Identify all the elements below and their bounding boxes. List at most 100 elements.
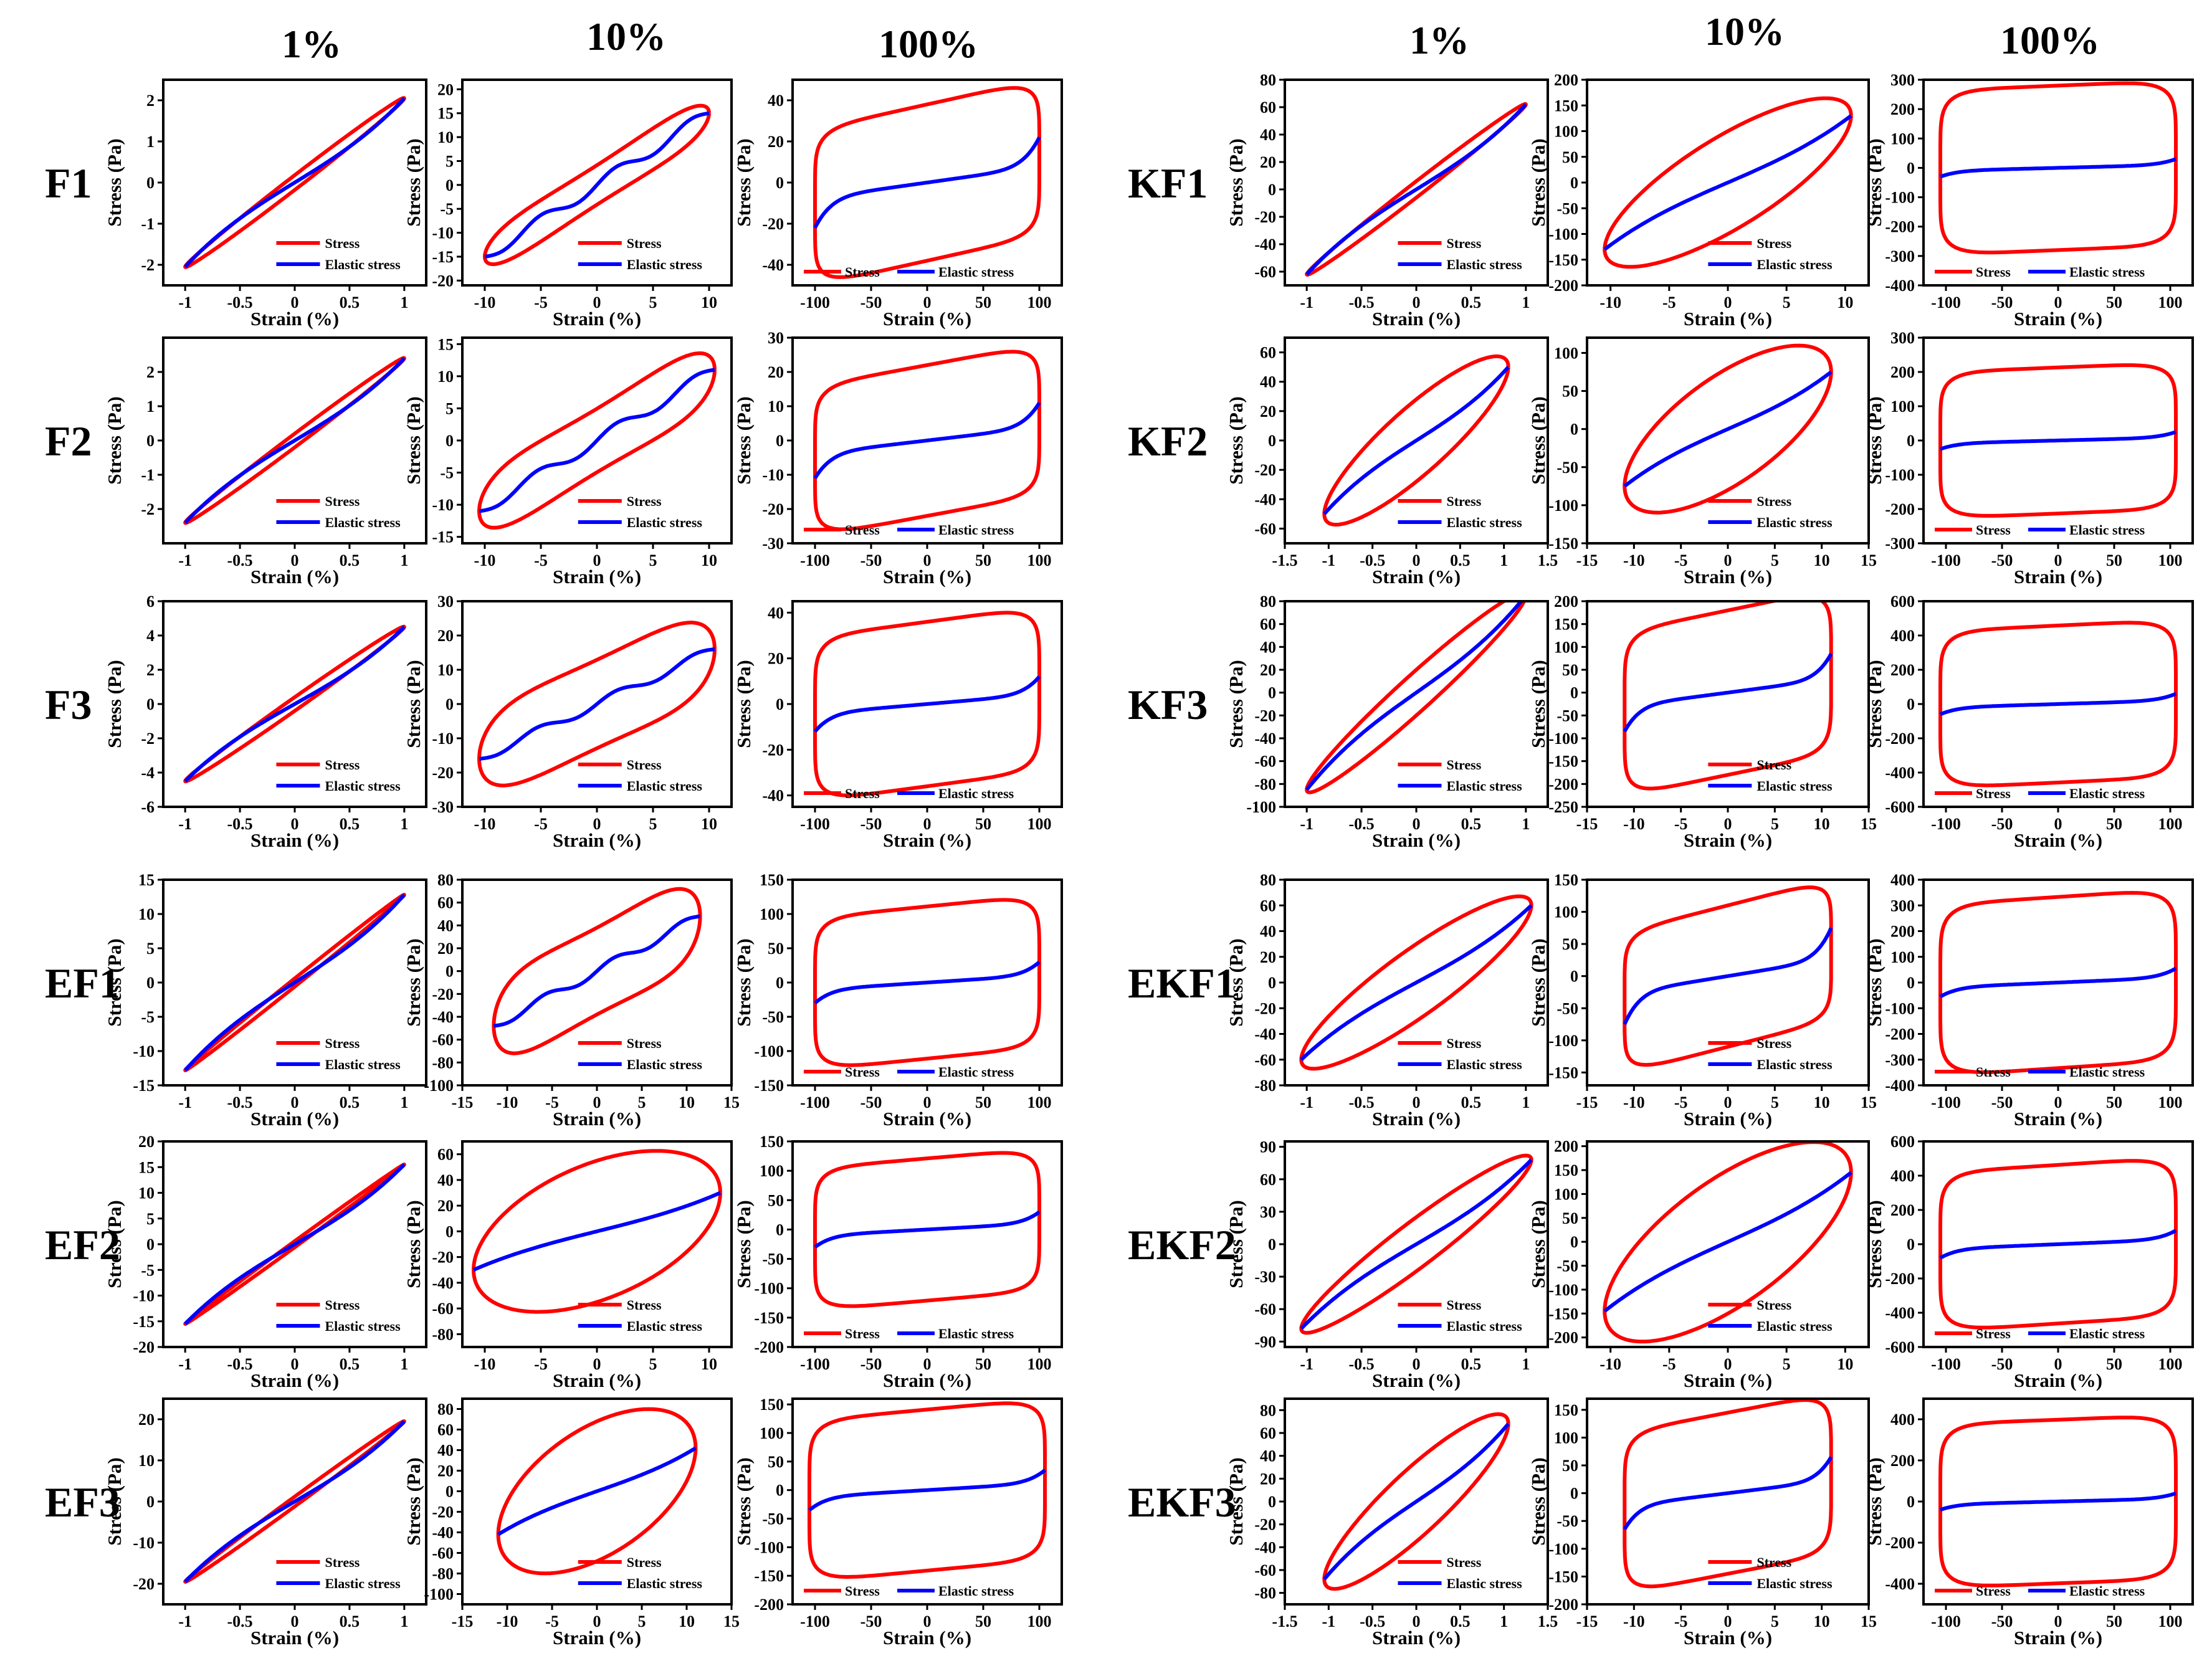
y-tick-label: 0 bbox=[146, 974, 155, 992]
y-tick-label: -20 bbox=[432, 272, 454, 290]
y-tick-label: -100 bbox=[1548, 497, 1578, 515]
y-tick-label: -50 bbox=[1557, 1512, 1578, 1530]
y-tick-label: -150 bbox=[1548, 251, 1578, 269]
panel-kf3-10pct: -15 -10 -5 0 5 10 15-250-200-150-100-500501001… bbox=[1527, 593, 1877, 851]
y-tick-label: -400 bbox=[1885, 764, 1915, 782]
y-tick-label: 0 bbox=[776, 974, 784, 992]
y-tick-label: -15 bbox=[432, 528, 454, 546]
y-tick-label: -80 bbox=[1254, 1584, 1276, 1602]
x-tick-label: 5 bbox=[1771, 815, 1779, 833]
x-tick-label: -1 bbox=[178, 1093, 192, 1111]
x-axis-label: Strain (%) bbox=[250, 829, 339, 851]
x-tick-label: 100 bbox=[2158, 815, 2183, 833]
x-axis-label: Strain (%) bbox=[1372, 1627, 1461, 1649]
panel-kf3-1pct: KF3 -1 -0.5 0 0.5 1 -100 -80 -60 -40 -20 0 20 40 60 80 S… bbox=[1128, 593, 1549, 851]
stress-curve bbox=[1623, 1400, 1833, 1589]
x-tick-label: 0 bbox=[1413, 1093, 1421, 1111]
legend-elastic-label: Elastic stress bbox=[325, 778, 401, 794]
y-tick-label: -100 bbox=[1548, 226, 1578, 244]
y-tick-label: 0 bbox=[146, 432, 155, 450]
y-tick-label: 50 bbox=[768, 1453, 784, 1471]
x-tick-label: -50 bbox=[860, 551, 882, 569]
legend-elastic-label: Elastic stress bbox=[627, 1576, 703, 1591]
elastic-stress-curve bbox=[479, 647, 715, 761]
x-tick-label: 0.5 bbox=[1450, 551, 1471, 569]
x-axis-label: Strain (%) bbox=[553, 566, 641, 588]
x-tick-label: 1 bbox=[1522, 815, 1530, 833]
y-tick-label: 0 bbox=[776, 695, 784, 713]
y-tick-label: 100 bbox=[1890, 948, 1915, 966]
x-tick-label: -100 bbox=[800, 1355, 830, 1373]
y-tick-label: 5 bbox=[146, 940, 155, 958]
legend-elastic-label: Elastic stress bbox=[325, 515, 401, 530]
x-axis-label: Strain (%) bbox=[553, 1627, 641, 1649]
x-tick-label: -1 bbox=[178, 815, 192, 833]
y-tick-label: -200 bbox=[1885, 500, 1915, 518]
legend-stress-label: Stress bbox=[1446, 1554, 1481, 1570]
x-axis-label: Strain (%) bbox=[883, 1108, 971, 1130]
x-tick-label: 0 bbox=[923, 293, 932, 312]
x-axis-label: Strain (%) bbox=[1684, 1108, 1772, 1130]
x-tick-label: -1 bbox=[178, 551, 192, 569]
panel-kf1-10pct: -10 -5 0 5 10-200-150-100-50050100150200Stra… bbox=[1527, 71, 1870, 330]
x-tick-label: -5 bbox=[534, 293, 548, 312]
y-tick-label: -200 bbox=[1548, 775, 1578, 793]
legend-stress-label: Stress bbox=[845, 522, 880, 538]
panel-ekf1-100pct: -100 -50 0 50 100 -400 -300 -200 -100 0 100 200 300 4… bbox=[1864, 871, 2194, 1130]
panel-ef3-1pct: EF3 -1 -0.5 0 0.5 1 -20 -10 0 10 20 Strain (%) Stres… bbox=[45, 1397, 427, 1649]
x-tick-label: 0.5 bbox=[340, 551, 360, 569]
x-tick-label: -1.5 bbox=[1272, 1612, 1297, 1630]
y-tick-label: -40 bbox=[432, 1008, 454, 1026]
y-tick-label: 30 bbox=[1260, 1203, 1276, 1221]
y-tick-label: 600 bbox=[1890, 1133, 1915, 1151]
x-tick-label: 0 bbox=[291, 1612, 299, 1630]
x-tick-label: 1 bbox=[1500, 1612, 1508, 1630]
y-tick-label: -40 bbox=[1254, 1026, 1276, 1044]
elastic-stress-curve bbox=[813, 136, 1041, 229]
x-tick-label: 1 bbox=[400, 1093, 408, 1111]
x-tick-label: 0 bbox=[593, 815, 601, 833]
legend-stress-label: Stress bbox=[325, 757, 360, 773]
panel-ekf1-1pct: EKF1 -1 -0.5 0 0.5 1 -80 -60 -40 -20 0 20 40 60 80 Stra… bbox=[1128, 871, 1549, 1130]
legend-stress-label: Stress bbox=[1976, 786, 2011, 801]
y-tick-label: -2 bbox=[141, 730, 155, 748]
legend-elastic-label: Elastic stress bbox=[1446, 257, 1522, 272]
row-label-ekf1: EKF1 bbox=[1128, 959, 1236, 1007]
y-tick-label: 40 bbox=[437, 1171, 454, 1189]
x-tick-label: 0 bbox=[1724, 551, 1732, 569]
stress-curve bbox=[813, 898, 1041, 1067]
x-axis-label: Strain (%) bbox=[1372, 308, 1461, 330]
elastic-stress-curve bbox=[183, 893, 406, 1072]
y-tick-label: 50 bbox=[1562, 661, 1578, 679]
stress-curve bbox=[1938, 891, 2178, 1074]
x-tick-label: -15 bbox=[1576, 815, 1598, 833]
y-tick-label: 0 bbox=[1570, 1233, 1578, 1251]
x-axis-label: Strain (%) bbox=[2014, 308, 2102, 330]
y-tick-label: 100 bbox=[760, 1424, 784, 1442]
elastic-stress-curve bbox=[1623, 1456, 1833, 1531]
legend-elastic-label: Elastic stress bbox=[938, 786, 1014, 801]
legend-stress-label: Stress bbox=[1757, 1035, 1791, 1051]
x-tick-label: 1 bbox=[400, 1612, 408, 1630]
y-tick-label: -20 bbox=[432, 985, 454, 1003]
elastic-stress-curve bbox=[484, 111, 710, 259]
y-tick-label: -150 bbox=[1548, 1568, 1578, 1586]
plot-frame bbox=[461, 878, 733, 1087]
legend-stress-label: Stress bbox=[627, 1035, 662, 1051]
y-tick-label: -100 bbox=[1548, 1540, 1578, 1558]
legend-elastic-label: Elastic stress bbox=[938, 1326, 1014, 1341]
y-tick-label: 50 bbox=[1562, 1209, 1578, 1227]
y-tick-label: 10 bbox=[138, 1184, 155, 1202]
legend-elastic-label: Elastic stress bbox=[1757, 257, 1833, 272]
x-tick-label: 0.5 bbox=[1461, 1093, 1482, 1111]
legend-elastic-label: Elastic stress bbox=[627, 778, 703, 794]
y-tick-label: -60 bbox=[1254, 1051, 1276, 1069]
x-tick-label: 100 bbox=[2158, 1355, 2183, 1373]
row-label-ef1: EF1 bbox=[45, 959, 120, 1007]
x-tick-label: -1 bbox=[1300, 293, 1313, 312]
y-tick-label: -5 bbox=[141, 1261, 155, 1279]
x-axis-label: Strain (%) bbox=[883, 1627, 971, 1649]
stress-curve bbox=[1938, 81, 2178, 255]
y-tick-label: -200 bbox=[1885, 1270, 1915, 1288]
y-tick-label: -40 bbox=[432, 1274, 454, 1292]
